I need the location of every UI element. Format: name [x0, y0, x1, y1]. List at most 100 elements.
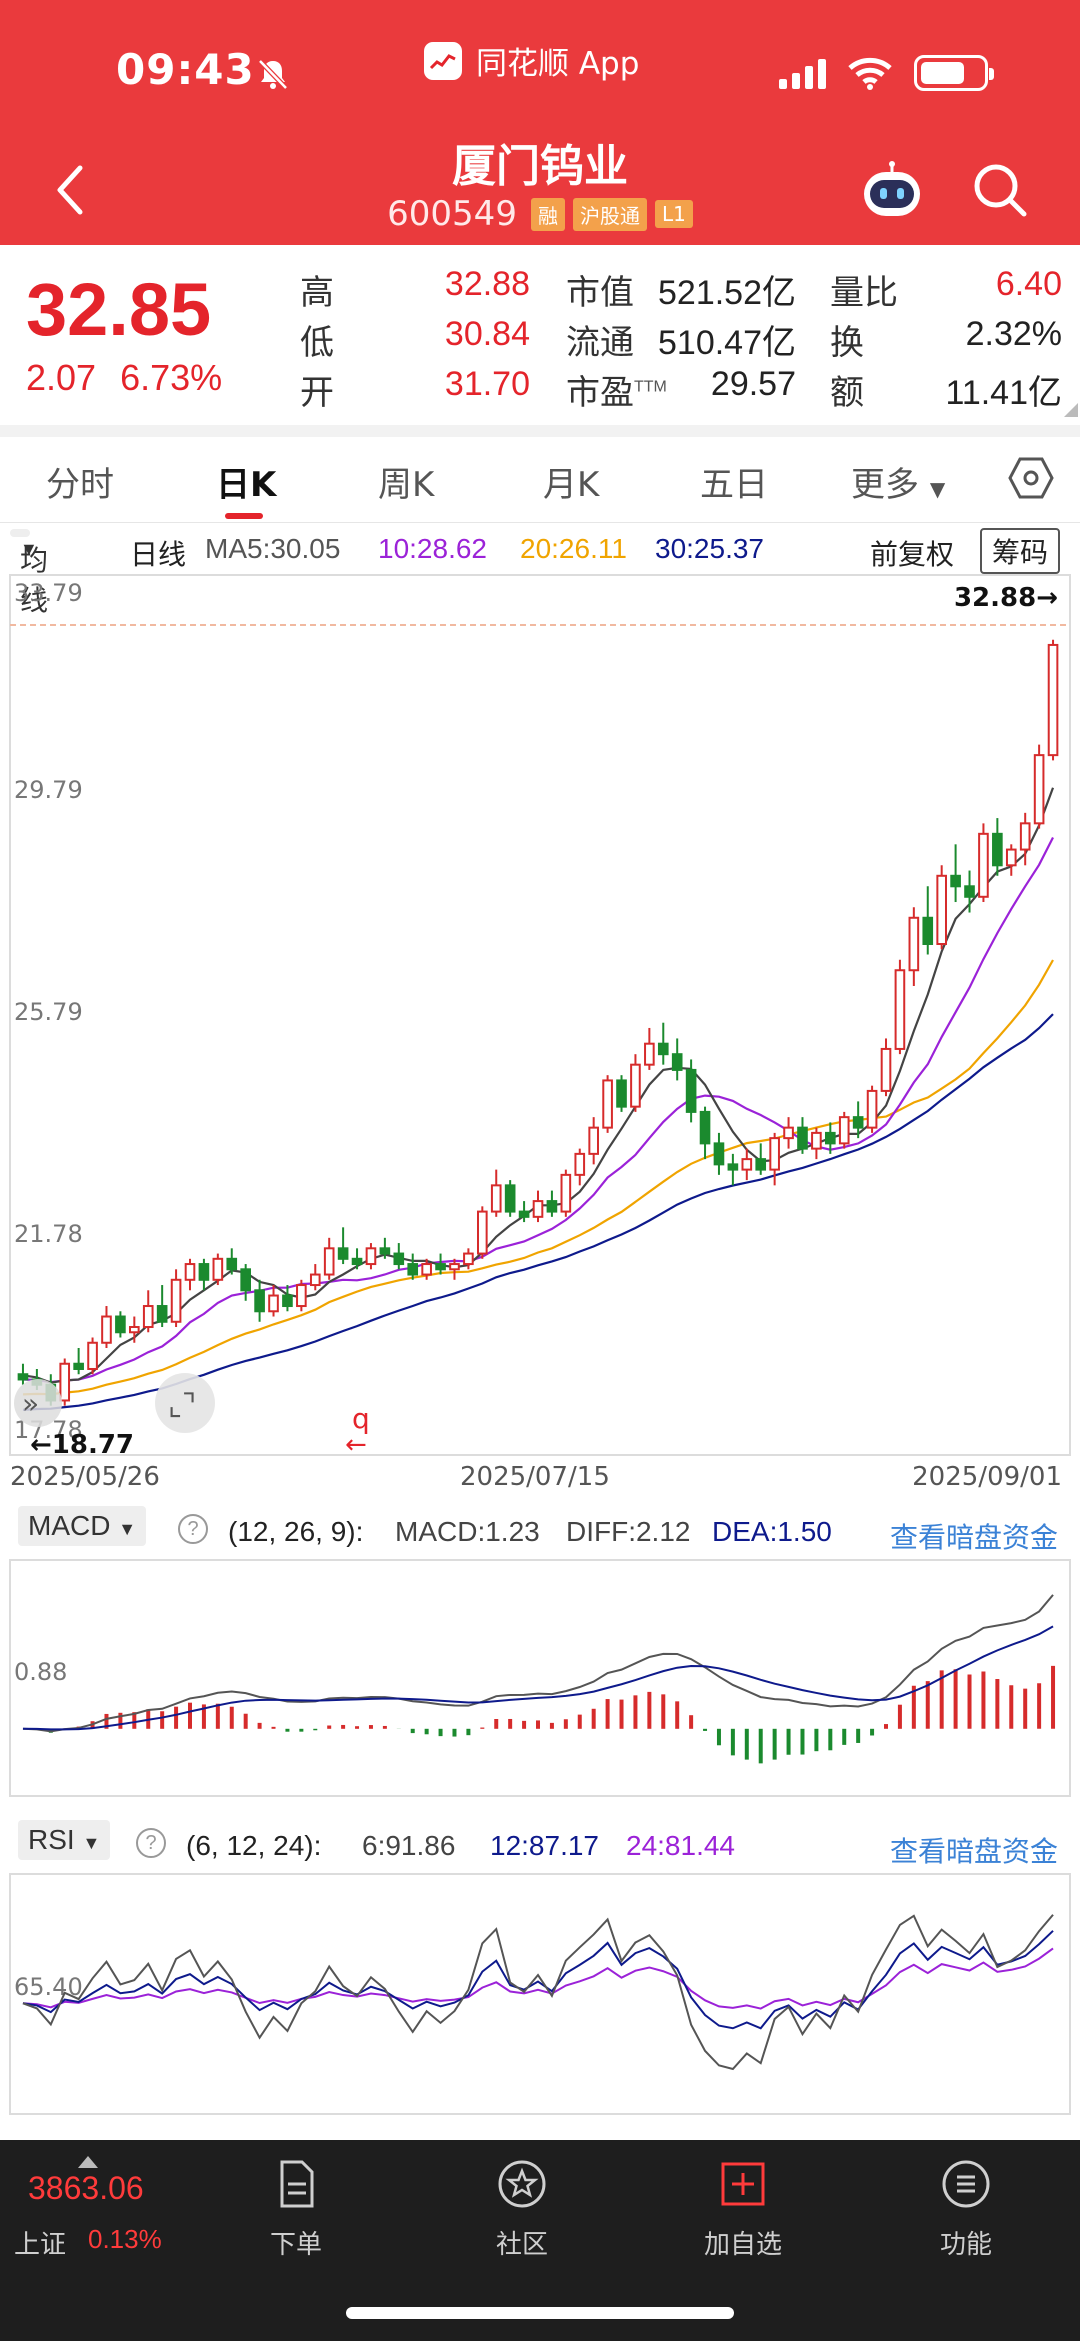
tab-monthly-k[interactable]: 月K — [543, 465, 600, 505]
tab-weekly-k[interactable]: 周K — [378, 465, 435, 505]
index-name: 上证 — [14, 2230, 67, 2260]
fullscreen-button — [155, 1373, 215, 1433]
kline-chart[interactable]: 33.79 29.79 25.79 21.78 17.78 32.88→ ←18… — [0, 573, 1080, 1498]
tag-connect: 沪股通 — [572, 197, 647, 231]
nav-add-watchlist[interactable]: 加自选 — [683, 2158, 803, 2261]
macd-header: MACD ▼ ? (12, 26, 9): MACD:1.23 DIFF:2.1… — [0, 1500, 1080, 1558]
turnover-label: 换 — [830, 324, 864, 362]
chevron-down-icon: ▼ — [929, 477, 946, 501]
tab-intraday[interactable]: 分时 — [46, 465, 114, 505]
search-icon[interactable] — [970, 160, 1028, 218]
rsi-24: 24:81.44 — [626, 1830, 735, 1861]
ma20-value: 20:26.11 — [520, 533, 627, 564]
wifi-icon — [848, 57, 892, 90]
candle-up — [1033, 754, 1045, 825]
candle-up — [741, 1158, 753, 1171]
macd-params: (12, 26, 9): — [228, 1516, 364, 1547]
help-icon[interactable]: ? — [178, 1514, 208, 1544]
candle-up — [101, 1315, 112, 1344]
candle-up — [769, 1137, 780, 1171]
order-document-icon — [280, 2160, 314, 2208]
rsi-header: RSI ▼ ? (6, 12, 24): 6:91.86 12:87.17 24… — [0, 1814, 1080, 1872]
vol-ratio-value: 6.40 — [995, 265, 1062, 303]
candle-down — [699, 1110, 711, 1145]
candle-down — [657, 1042, 669, 1056]
macd-dropdown[interactable]: MACD ▼ — [18, 1506, 147, 1546]
macd-chart[interactable]: 0.88 — [0, 1558, 1080, 1798]
rsi-params: (6, 12, 24): — [186, 1830, 322, 1861]
open-value: 31.70 — [444, 365, 530, 403]
candle-up — [184, 1263, 196, 1281]
amount-label: 额 — [830, 374, 864, 412]
pe-value: 29.57 — [710, 365, 796, 403]
rsi-12: 12:87.17 — [490, 1830, 599, 1861]
candle-up — [463, 1252, 474, 1266]
expand-left-button — [14, 1379, 62, 1427]
settings-hexagon-icon[interactable] — [1008, 455, 1054, 501]
candle-down — [407, 1263, 419, 1276]
candle-up — [908, 916, 920, 972]
index-value[interactable]: 3863.06 — [28, 2170, 144, 2206]
battery-icon — [914, 55, 994, 91]
ma20-line — [22, 959, 1054, 1396]
candle-up — [811, 1131, 822, 1150]
ma-legend-row: 均线 ▼ 日线 MA5:30.05 10:28.62 20:26.11 30:2… — [0, 523, 1080, 616]
ai-robot-icon[interactable] — [858, 160, 926, 220]
chips-button[interactable]: 筹码 — [980, 528, 1061, 574]
mcap-value: 521.52亿 — [658, 274, 796, 312]
status-time: 09:43 — [116, 45, 255, 94]
nav-community[interactable]: 社区 — [462, 2158, 582, 2261]
rsi-dark-pool-link[interactable]: 查看暗盘资金 — [890, 1836, 1059, 1867]
tab-more[interactable]: 更多 ▼ — [851, 465, 946, 505]
expand-corner-icon[interactable] — [1064, 403, 1078, 417]
home-indicator — [346, 2307, 734, 2319]
candle-down — [156, 1305, 168, 1323]
nav-functions[interactable]: 功能 — [906, 2158, 1026, 2261]
index-up-arrow-icon — [78, 2156, 98, 2168]
candle-up — [588, 1126, 599, 1155]
ma30-value: 30:25.37 — [655, 533, 764, 564]
candle-up — [129, 1326, 140, 1334]
candle-down — [671, 1053, 683, 1071]
candle-up — [59, 1362, 71, 1402]
ma5-value: MA5:30.05 — [205, 533, 341, 564]
app-header: 09:43 同花顺 App 厦门钨业 600549 融 沪股通 L1 — [0, 0, 1080, 245]
candle-up — [142, 1305, 154, 1329]
candle-up — [644, 1042, 655, 1066]
candle-up — [170, 1278, 182, 1323]
y-tick-2: 25.79 — [14, 998, 83, 1026]
tab-five-day[interactable]: 五日 — [700, 465, 768, 505]
price-change: 2.07 6.73% — [26, 357, 222, 399]
nav-order[interactable]: 下单 — [236, 2158, 356, 2261]
macd-dark-pool-link[interactable]: 查看暗盘资金 — [890, 1522, 1059, 1553]
rsi-chart[interactable]: 65.40 — [0, 1872, 1080, 2122]
ma10-line — [22, 837, 1054, 1384]
macd-diff: DIFF:2.12 — [566, 1516, 691, 1547]
app-logo-icon — [424, 41, 462, 80]
candle-up — [365, 1247, 377, 1266]
candle-up — [449, 1263, 460, 1271]
help-icon[interactable]: ? — [136, 1828, 166, 1858]
candle-down — [922, 916, 934, 946]
adjust-mode[interactable]: 前复权 — [870, 539, 955, 570]
event-marker-icon[interactable]: q — [352, 1402, 370, 1435]
tab-daily-k[interactable]: 日K — [216, 465, 277, 505]
rsi-dropdown[interactable]: RSI ▼ — [18, 1820, 111, 1860]
candle-up — [1005, 848, 1017, 867]
candle-down — [504, 1184, 516, 1213]
fullscreen-icon[interactable]: ⌞⌝ — [168, 1388, 196, 1423]
source-app-badge[interactable]: 同花顺 App — [424, 38, 639, 83]
float-label: 流通 — [566, 324, 634, 362]
candle-down — [240, 1268, 251, 1292]
ma-dropdown[interactable]: 均线 ▼ — [10, 529, 48, 616]
chevron-down-icon: ▼ — [20, 539, 38, 559]
candle-down — [992, 832, 1003, 867]
double-chevron-icon[interactable]: » — [22, 1387, 39, 1420]
min-marker: ←18.77 — [30, 1430, 134, 1460]
max-marker: 32.88→ — [954, 583, 1058, 613]
candle-down — [73, 1362, 84, 1370]
back-arrow-icon[interactable] — [50, 160, 90, 220]
last-price: 32.85 — [26, 268, 212, 351]
mcap-label: 市值 — [566, 274, 634, 312]
chevron-down-icon: ▼ — [82, 1833, 101, 1853]
